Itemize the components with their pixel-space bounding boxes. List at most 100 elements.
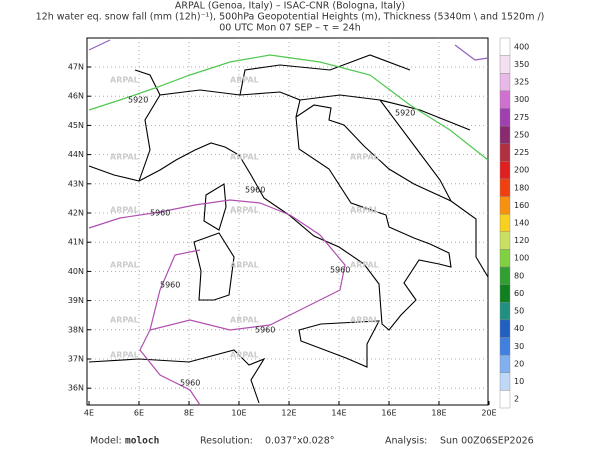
colorbar-label: 225 bbox=[514, 148, 529, 157]
colorbar-swatch bbox=[499, 161, 511, 180]
watermark: ARPAL bbox=[350, 206, 379, 215]
colorbar-label: 160 bbox=[514, 201, 529, 210]
lat-label: 37N bbox=[68, 355, 84, 364]
footer-value: moloch bbox=[125, 436, 159, 447]
lat-label: 40N bbox=[68, 267, 84, 276]
contour-label: 5960 bbox=[245, 186, 265, 195]
watermark: ARPAL bbox=[350, 261, 379, 270]
colorbar-swatch bbox=[499, 178, 511, 197]
lat-label: 39N bbox=[68, 296, 84, 305]
footer-value: Sun 00Z06SEP2026 bbox=[440, 436, 534, 447]
colorbar-swatch bbox=[499, 302, 511, 321]
colorbar-label: 40 bbox=[514, 324, 524, 333]
lon-label: 8E bbox=[184, 409, 194, 418]
coastlines bbox=[88, 54, 489, 404]
contour-label: 5920 bbox=[128, 96, 148, 105]
lat-label: 44N bbox=[68, 150, 84, 159]
colorbar-swatch bbox=[499, 319, 511, 338]
lat-label: 42N bbox=[68, 209, 84, 218]
header-line: ARPAL (Genoa, Italy) – ISAC-CNR (Bologna… bbox=[175, 1, 405, 12]
header-line: 12h water eq. snow fall (mm (12h)⁻¹), 50… bbox=[36, 12, 545, 23]
watermark: ARPAL bbox=[230, 316, 259, 325]
lon-label: 12E bbox=[281, 409, 296, 418]
colorbar-label: 100 bbox=[514, 254, 529, 263]
lon-label: 4E bbox=[84, 409, 94, 418]
lat-label: 38N bbox=[68, 325, 84, 334]
lon-label: 10E bbox=[231, 409, 246, 418]
colorbar-swatch bbox=[499, 284, 511, 303]
colorbar-swatch bbox=[499, 266, 511, 285]
lon-label: 20E bbox=[481, 409, 496, 418]
colorbar-label: 10 bbox=[514, 377, 524, 386]
colorbar-label: 50 bbox=[514, 307, 524, 316]
watermark: ARPAL bbox=[110, 153, 139, 162]
contour-label: 5960 bbox=[160, 281, 180, 290]
lat-label: 46N bbox=[68, 92, 84, 101]
graticule bbox=[87, 38, 488, 405]
lat-label: 47N bbox=[68, 63, 84, 72]
footer-label: Analysis: bbox=[385, 436, 427, 447]
watermark: ARPAL bbox=[110, 261, 139, 270]
watermark: ARPAL bbox=[110, 206, 139, 215]
colorbar-label: 200 bbox=[514, 166, 529, 175]
watermark: ARPAL bbox=[230, 351, 259, 360]
colorbar: 4003503253002752502252001801601401201008… bbox=[499, 37, 529, 409]
header-line: 00 UTC Mon 07 SEP – τ = 24h bbox=[219, 23, 361, 34]
map-frame bbox=[86, 37, 489, 406]
colorbar-swatch bbox=[499, 37, 511, 56]
watermark: ARPAL bbox=[110, 316, 139, 325]
contour-label: 5960 bbox=[255, 326, 275, 335]
lat-label: 43N bbox=[68, 179, 84, 188]
colorbar-label: 60 bbox=[514, 289, 524, 298]
colorbar-swatch bbox=[499, 196, 511, 215]
colorbar-label: 120 bbox=[514, 236, 529, 245]
colorbar-swatch bbox=[499, 231, 511, 250]
contour-label: 5920 bbox=[395, 109, 415, 118]
colorbar-swatch bbox=[499, 213, 511, 233]
lon-label: 16E bbox=[381, 409, 396, 418]
colorbar-label: 20 bbox=[514, 359, 524, 368]
watermark: ARPAL bbox=[230, 153, 259, 162]
lat-label: 41N bbox=[68, 238, 84, 247]
footer-label: Resolution: bbox=[200, 436, 253, 447]
watermark: ARPAL bbox=[230, 76, 259, 85]
colorbar-label: 300 bbox=[514, 95, 529, 104]
colorbar-swatch bbox=[499, 55, 511, 74]
lon-label: 14E bbox=[331, 409, 346, 418]
colorbar-label: 350 bbox=[514, 60, 529, 69]
watermark: ARPAL bbox=[110, 351, 139, 360]
colorbar-swatch bbox=[499, 125, 511, 144]
colorbar-swatch bbox=[499, 372, 511, 391]
colorbar-label: 30 bbox=[514, 342, 524, 351]
lat-label: 36N bbox=[68, 384, 84, 393]
contours bbox=[88, 39, 489, 406]
footer-label: Model: bbox=[90, 436, 122, 447]
colorbar-label: 325 bbox=[514, 78, 529, 87]
colorbar-label: 80 bbox=[514, 271, 524, 280]
lat-label: 45N bbox=[68, 121, 84, 130]
lon-label: 6E bbox=[134, 409, 144, 418]
colorbar-swatch bbox=[499, 90, 511, 109]
colorbar-swatch bbox=[499, 249, 511, 268]
colorbar-label: 140 bbox=[514, 219, 529, 228]
colorbar-label: 400 bbox=[514, 42, 529, 51]
contour-label: 5960 bbox=[330, 266, 350, 275]
watermark: ARPAL bbox=[230, 261, 259, 270]
watermark: ARPAL bbox=[350, 316, 379, 325]
colorbar-label: 2 bbox=[514, 395, 519, 404]
colorbar-swatch bbox=[499, 108, 511, 127]
contour-label: 5960 bbox=[180, 379, 200, 388]
watermark: ARPAL bbox=[350, 153, 379, 162]
colorbar-swatch bbox=[499, 354, 511, 373]
colorbar-swatch bbox=[499, 73, 511, 92]
lon-label: 18E bbox=[431, 409, 446, 418]
colorbar-label: 275 bbox=[514, 113, 529, 122]
watermark: ARPAL bbox=[110, 76, 139, 85]
colorbar-label: 180 bbox=[514, 183, 529, 192]
map-labels: 4E 6E 8E 10E 12E 14E 16E 18E 20E 47N 46N 45N 44N 43N 4… bbox=[68, 63, 497, 418]
colorbar-swatch bbox=[499, 337, 511, 356]
colorbar-swatch bbox=[499, 143, 511, 162]
footer-value: 0.037°x0.028° bbox=[265, 436, 335, 447]
colorbar-label: 250 bbox=[514, 130, 529, 139]
